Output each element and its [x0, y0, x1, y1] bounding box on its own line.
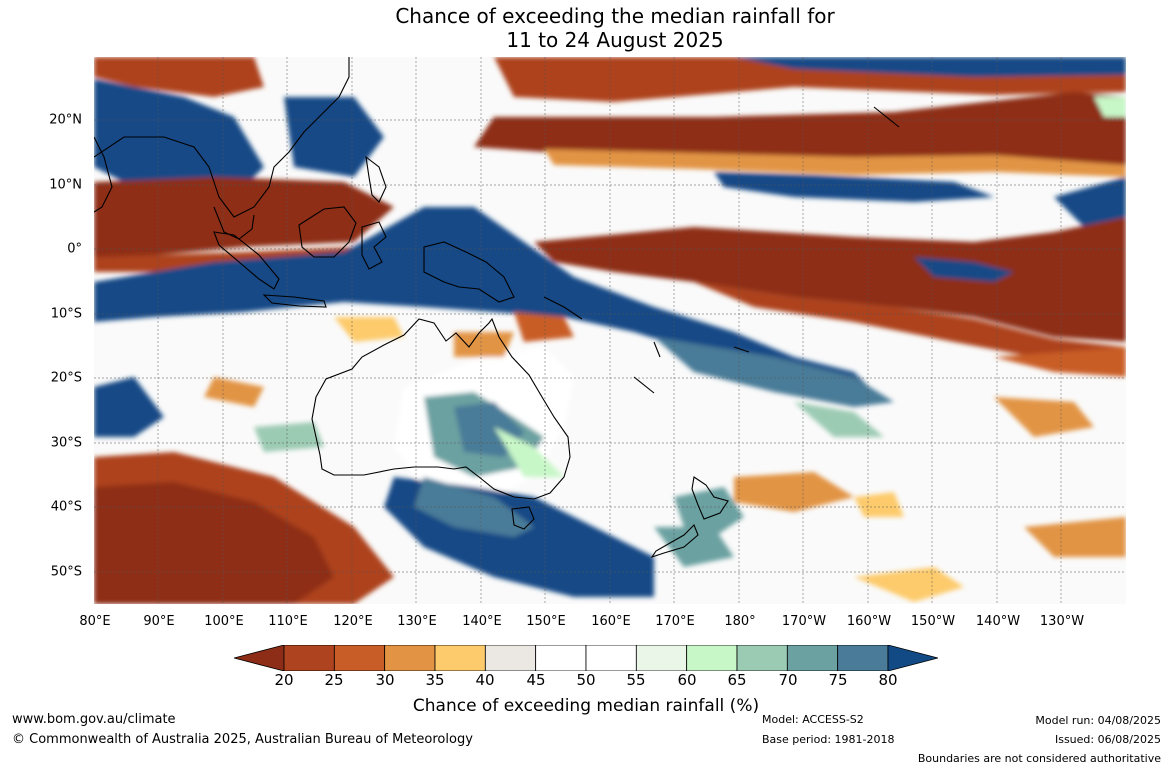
lon-label-170w: 170°W	[781, 614, 827, 629]
new-zealand-south	[650, 524, 699, 559]
lon-label-160w: 160°W	[846, 614, 892, 629]
colorbar-segment	[786, 645, 839, 671]
colorbar-tick: 55	[626, 671, 646, 689]
lon-label-150e: 150°E	[526, 614, 566, 629]
lon-label-130e: 130°E	[397, 614, 437, 629]
lat-label-0: 0°	[67, 241, 82, 257]
hawaii-coastline	[873, 106, 900, 128]
colorbar-segment	[585, 645, 637, 671]
new-guinea-coastline	[423, 241, 515, 303]
disclaimer-text: Boundaries are not considered authoritat…	[917, 752, 1161, 765]
lon-label-120e: 120°E	[333, 614, 373, 629]
colorbar-tick: 30	[375, 671, 395, 689]
issued-text: Issued: 06/08/2025	[1054, 733, 1161, 746]
new-caledonia	[633, 376, 655, 394]
philippines-coastline	[365, 155, 387, 203]
lat-label-20s: 20°S	[50, 370, 82, 386]
lon-label-90e: 90°E	[143, 614, 175, 629]
lon-label-100e: 100°E	[204, 614, 244, 629]
india-coastline	[94, 136, 113, 213]
tasmania-coastline	[511, 506, 535, 530]
lon-label-180: 180°	[724, 614, 756, 629]
colorbar-tick: 50	[576, 671, 596, 689]
sumatra-coastline	[213, 231, 280, 290]
australia-coastline	[311, 317, 571, 500]
vanuatu-islands	[653, 341, 661, 358]
colorbar-arrow-high	[887, 645, 938, 671]
colorbar-arrow-low	[234, 645, 285, 671]
lat-label-10n: 10°N	[49, 177, 82, 193]
lon-label-140e: 140°E	[462, 614, 502, 629]
borneo-coastline	[298, 206, 357, 258]
rainfall-map	[94, 57, 1126, 604]
colorbar-segment	[333, 645, 386, 671]
colorbar-label: Chance of exceeding median rainfall (%)	[412, 696, 760, 716]
new-zealand-north	[691, 476, 729, 520]
java-coastline	[262, 294, 327, 308]
colorbar-tick: 35	[425, 671, 445, 689]
colorbar-tick: 65	[727, 671, 747, 689]
map-title-line1: Chance of exceeding the median rainfall …	[395, 4, 835, 28]
base-period-text: Base period: 1981-2018	[762, 733, 895, 746]
asia-coastline	[94, 57, 350, 218]
colorbar-tick: 80	[878, 671, 898, 689]
colorbar-segment	[736, 645, 788, 671]
colorbar-segment	[384, 645, 436, 671]
lon-label-130w: 130°W	[1039, 614, 1085, 629]
model-run-text: Model run: 04/08/2025	[1035, 714, 1161, 727]
lat-label-10s: 10°S	[50, 306, 82, 322]
model-text: Model: ACCESS-S2	[762, 713, 864, 726]
colorbar-tick: 20	[274, 671, 294, 689]
website-link[interactable]: www.bom.gov.au/climate	[12, 712, 176, 727]
colorbar-segment	[535, 645, 587, 671]
colorbar	[234, 645, 938, 671]
colorbar-tick: 60	[677, 671, 697, 689]
lon-label-140w: 140°W	[975, 614, 1021, 629]
colorbar-segment	[484, 645, 537, 671]
colorbar-segment	[283, 645, 335, 671]
colorbar-tick: 25	[324, 671, 344, 689]
indochina-coastline	[213, 206, 255, 240]
solomon-islands	[543, 296, 583, 320]
colorbar-segment	[434, 645, 486, 671]
fiji-islands	[733, 346, 750, 353]
lon-label-170e: 170°E	[655, 614, 695, 629]
colorbar-tick: 75	[828, 671, 848, 689]
colorbar-tick: 45	[526, 671, 546, 689]
colorbar-tick: 40	[475, 671, 495, 689]
lat-label-50s: 50°S	[50, 564, 82, 580]
colorbar-segment	[686, 645, 738, 671]
lat-label-40s: 40°S	[50, 499, 82, 515]
map-title-line2: 11 to 24 August 2025	[506, 28, 724, 52]
colorbar-tick: 70	[778, 671, 798, 689]
colorbar-segment	[837, 645, 889, 671]
copyright-text: © Commonwealth of Australia 2025, Austra…	[12, 732, 473, 747]
lon-label-160e: 160°E	[591, 614, 631, 629]
lon-label-110e: 110°E	[268, 614, 308, 629]
lat-label-20n: 20°N	[49, 112, 82, 128]
lon-label-150w: 150°W	[910, 614, 956, 629]
lat-label-30s: 30°S	[50, 435, 82, 451]
lon-label-80e: 80°E	[79, 614, 111, 629]
sulawesi-coastline	[361, 221, 387, 270]
colorbar-segment	[635, 645, 688, 671]
